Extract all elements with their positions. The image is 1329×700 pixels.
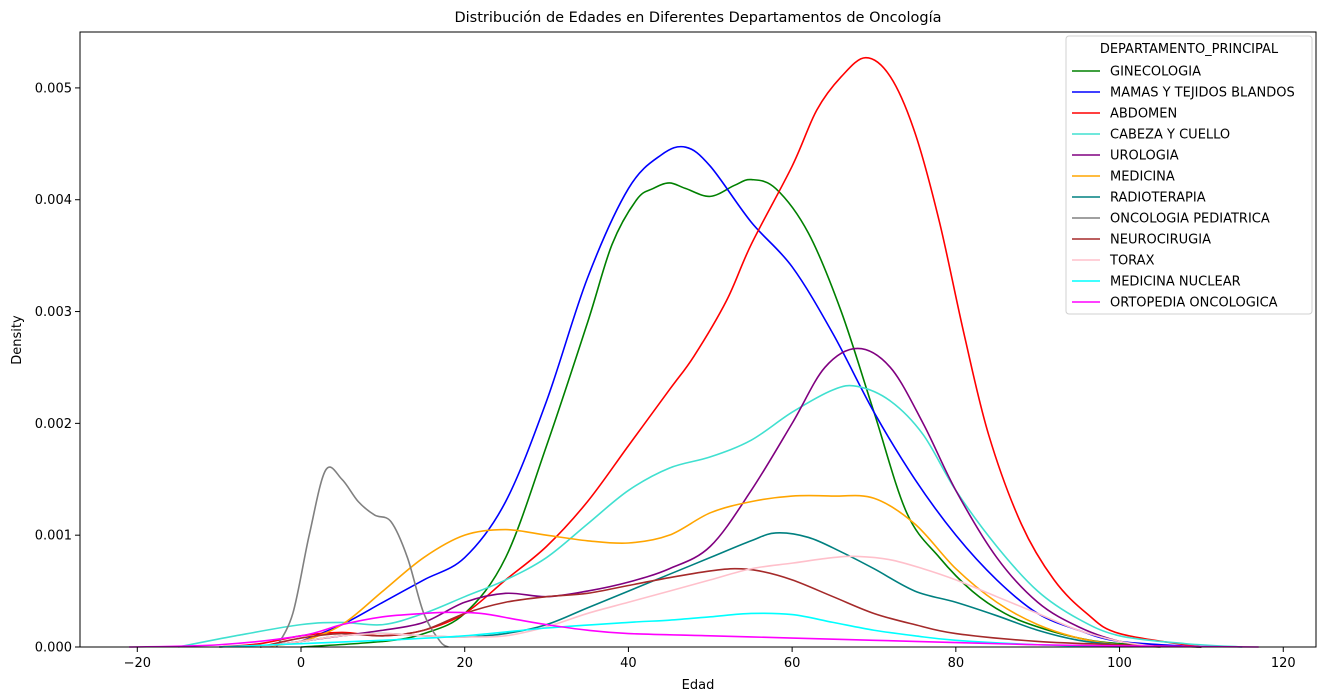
legend-items: GINECOLOGIA MAMAS Y TEJIDOS BLANDOS ABDOME… (1072, 65, 1295, 311)
x-tick-label: 120 (1271, 656, 1296, 671)
series-line-abdomen (219, 56, 1202, 648)
x-tick-label: 20 (456, 656, 473, 671)
series-line-ginecologia (300, 178, 1202, 648)
y-axis-title: Density (10, 315, 25, 365)
x-tick-label: 60 (784, 656, 801, 671)
series-line-oncologia-pediatrica (275, 466, 449, 648)
legend-label-cabeza-y-cuello: CABEZA Y CUELLO (1110, 128, 1230, 143)
y-tick-label: 0.001 (35, 529, 72, 544)
series-line-torax (259, 555, 1161, 648)
x-axis: −20 0 20 40 60 80 100 120 (124, 647, 1296, 671)
legend-label-neurocirugia: NEUROCIRUGIA (1110, 233, 1211, 248)
plot-frame (79, 31, 1317, 648)
series-line-medicina (259, 494, 1161, 648)
x-tick-label: 100 (1107, 656, 1132, 671)
series-line-cabeza-y-cuello (178, 384, 1243, 648)
series-line-medicina-nuclear (219, 612, 1120, 648)
legend-box (1065, 35, 1313, 315)
series-line-urologia (259, 347, 1161, 648)
legend-label-torax: TORAX (1109, 254, 1155, 269)
x-tick-label: 40 (620, 656, 637, 671)
y-tick-label: 0.005 (35, 81, 72, 96)
y-axis: 0.000 0.001 0.002 0.003 0.004 0.005 (35, 81, 80, 656)
series-line-mamas-y-tejidos-blandos (300, 145, 1202, 648)
legend-label-radioterapia: RADIOTERAPIA (1110, 191, 1206, 206)
legend-title: DEPARTAMENTO_PRINCIPAL (1100, 42, 1279, 57)
legend-label-mamas-y-tejidos-blandos: MAMAS Y TEJIDOS BLANDOS (1110, 86, 1295, 101)
x-tick-label: 0 (297, 656, 305, 671)
series-line-ortopedia-oncologica (129, 611, 1259, 648)
y-tick-label: 0.004 (35, 193, 72, 208)
y-tick-label: 0.002 (35, 417, 72, 432)
legend-label-medicina: MEDICINA (1110, 170, 1175, 185)
y-tick-label: 0.003 (35, 305, 72, 320)
series-line-neurocirugia (259, 567, 1202, 648)
x-axis-title: Edad (682, 678, 715, 693)
legend-label-abdomen: ABDOMEN (1110, 107, 1177, 122)
y-tick-label: 0.000 (35, 641, 72, 656)
legend-label-ginecologia: GINECOLOGIA (1110, 65, 1201, 80)
legend-label-medicina-nuclear: MEDICINA NUCLEAR (1110, 275, 1241, 290)
chart-title: Distribución de Edades en Diferentes Dep… (454, 10, 941, 26)
legend-label-ortopedia-oncologica: ORTOPEDIA ONCOLOGICA (1110, 296, 1278, 311)
x-tick-label: −20 (124, 656, 151, 671)
x-tick-label: 80 (948, 656, 965, 671)
legend: DEPARTAMENTO_PRINCIPAL GINECOLOGIA MAMAS … (1065, 35, 1313, 315)
plot-lines (129, 56, 1259, 648)
legend-label-oncologia-pediatrica: ONCOLOGIA PEDIATRICA (1110, 212, 1270, 227)
legend-label-urologia: UROLOGIA (1110, 149, 1179, 164)
